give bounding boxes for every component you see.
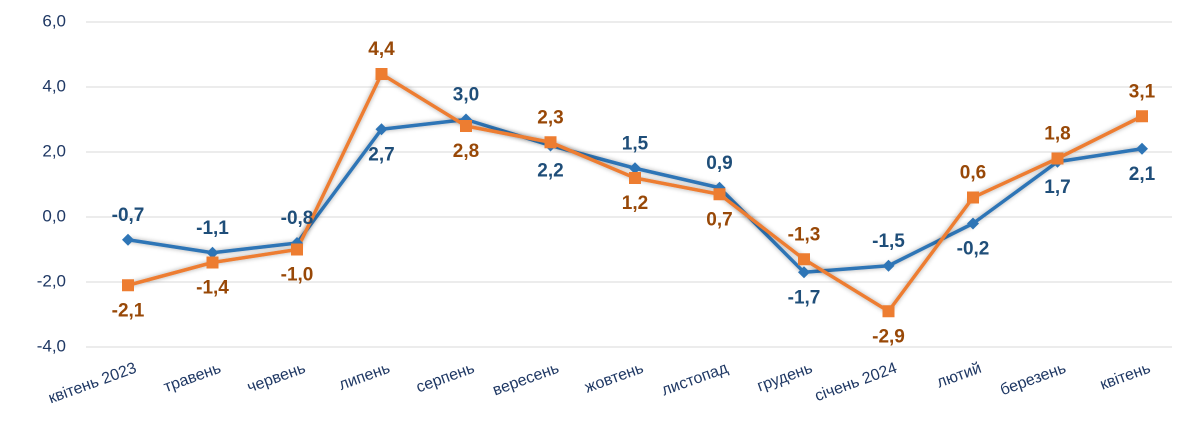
data-label: -0,8 — [281, 208, 314, 229]
marker — [1136, 142, 1148, 155]
data-label: 2,1 — [1129, 164, 1156, 185]
data-label: -0,7 — [112, 205, 145, 226]
marker — [967, 217, 979, 230]
data-label: 1,2 — [622, 193, 648, 214]
data-label: -0,2 — [957, 239, 990, 260]
x-tick-label: вересень — [491, 360, 562, 400]
data-label: 0,9 — [706, 153, 732, 174]
y-tick-label: 2,0 — [42, 141, 66, 160]
x-tick-label: січень 2024 — [813, 360, 900, 405]
data-label: -1,4 — [196, 278, 229, 299]
data-label: 3,1 — [1129, 81, 1156, 102]
data-label: 0,7 — [706, 209, 732, 230]
marker — [798, 253, 810, 266]
data-label: -1,5 — [872, 231, 905, 252]
marker — [882, 259, 895, 272]
y-tick-label: 6,0 — [42, 11, 66, 30]
marker — [122, 279, 134, 292]
x-tick-label: липень — [337, 360, 393, 394]
data-label: -1,0 — [281, 265, 314, 286]
x-tick-label: березень — [998, 360, 1068, 399]
marker — [713, 188, 726, 201]
x-tick-label: листопад — [659, 360, 730, 400]
data-label: 2,8 — [453, 141, 479, 162]
marker — [967, 191, 979, 204]
y-tick-label: 4,0 — [42, 76, 66, 95]
data-label: 2,3 — [537, 107, 563, 128]
marker — [206, 246, 219, 259]
x-tick-label: лютий — [935, 360, 984, 392]
marker — [122, 233, 134, 246]
marker — [629, 172, 641, 184]
data-label: 1,7 — [1044, 177, 1070, 198]
marker — [206, 256, 219, 269]
data-label: -1,1 — [196, 218, 229, 239]
x-tick-label: травень — [162, 360, 224, 396]
x-tick-label: жовтень — [583, 360, 646, 397]
data-label: 2,7 — [368, 144, 394, 165]
marker — [798, 266, 810, 279]
marker — [1051, 152, 1064, 165]
marker — [375, 68, 388, 80]
y-tick-label: -4,0 — [37, 336, 66, 355]
y-tick-label: 0,0 — [42, 206, 66, 225]
data-label: -2,1 — [112, 300, 145, 321]
data-label: 0,6 — [960, 163, 986, 184]
marker — [460, 120, 472, 132]
data-label: 1,8 — [1044, 124, 1070, 145]
data-label: -2,9 — [872, 326, 905, 347]
data-label: -1,7 — [788, 287, 821, 308]
data-label: 2,2 — [537, 161, 563, 182]
data-label: -1,3 — [788, 224, 821, 245]
x-tick-label: квітень 2023 — [46, 360, 139, 408]
marker — [375, 123, 388, 136]
marker — [291, 243, 303, 256]
marker — [1136, 110, 1148, 123]
marker — [544, 136, 557, 149]
data-label: 3,0 — [453, 85, 479, 106]
x-tick-label: серпень — [414, 360, 477, 397]
data-label: 1,5 — [622, 133, 649, 154]
x-tick-label: червень — [245, 360, 308, 397]
marker — [629, 162, 641, 175]
marker — [882, 305, 895, 318]
y-tick-label: -2,0 — [37, 271, 66, 290]
data-label: 4,4 — [368, 39, 395, 60]
x-tick-label: грудень — [755, 360, 815, 396]
x-tick-label: квітень — [1098, 360, 1153, 394]
